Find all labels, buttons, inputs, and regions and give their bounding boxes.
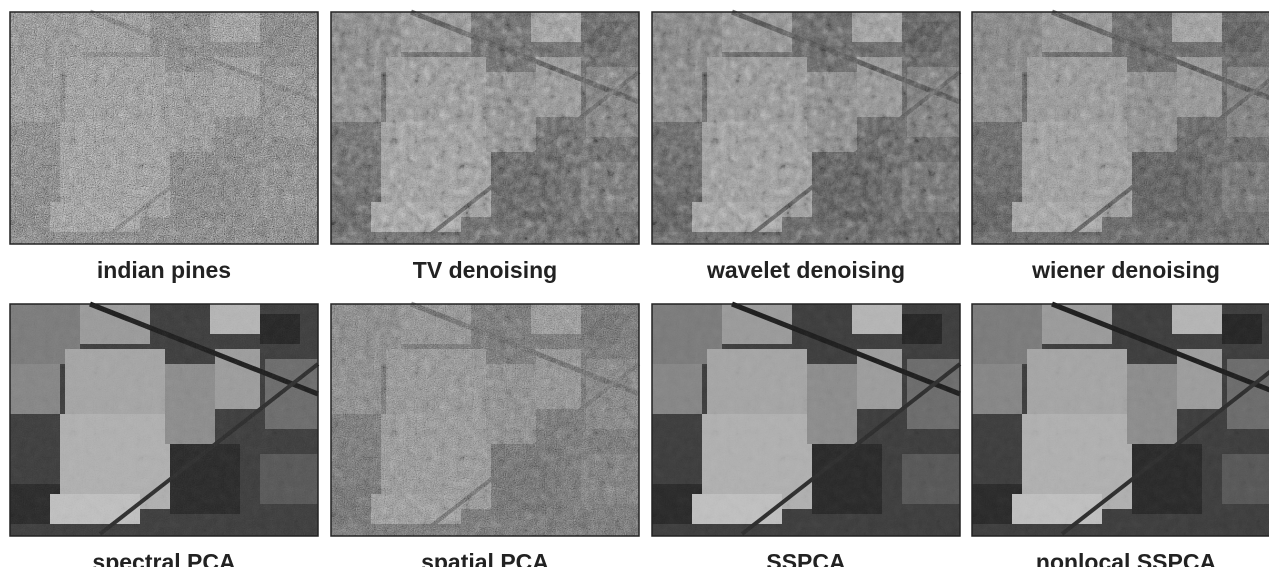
caption: spatial PCA [421, 549, 549, 567]
figure: indian pines TV denoising wavelet denoisin… [0, 0, 1269, 567]
panel: SSPCA [652, 304, 960, 567]
image-noise [972, 304, 1269, 536]
caption: SSPCA [766, 549, 845, 567]
image-noise [331, 12, 639, 244]
image-noise [652, 304, 960, 536]
caption: wiener denoising [1031, 257, 1220, 283]
panel: spatial PCA [331, 304, 639, 567]
caption: indian pines [97, 257, 231, 283]
image-noise [972, 12, 1269, 244]
caption: nonlocal SSPCA [1036, 549, 1216, 567]
image [331, 304, 639, 536]
caption: wavelet denoising [706, 257, 905, 283]
caption: spectral PCA [92, 549, 235, 567]
panel: indian pines [10, 12, 318, 283]
image-noise [10, 12, 318, 244]
panel: TV denoising [331, 12, 639, 283]
image [652, 12, 960, 244]
image [10, 304, 318, 536]
image [10, 12, 318, 244]
image-noise [10, 304, 318, 536]
panel: nonlocal SSPCA [972, 304, 1269, 567]
image-noise [331, 304, 639, 536]
panel: wavelet denoising [652, 12, 960, 283]
image-noise [652, 12, 960, 244]
caption: TV denoising [413, 257, 557, 283]
image [652, 304, 960, 536]
image [972, 304, 1269, 536]
panel: wiener denoising [972, 12, 1269, 283]
panel: spectral PCA [10, 304, 318, 567]
image [972, 12, 1269, 244]
image [331, 12, 639, 244]
